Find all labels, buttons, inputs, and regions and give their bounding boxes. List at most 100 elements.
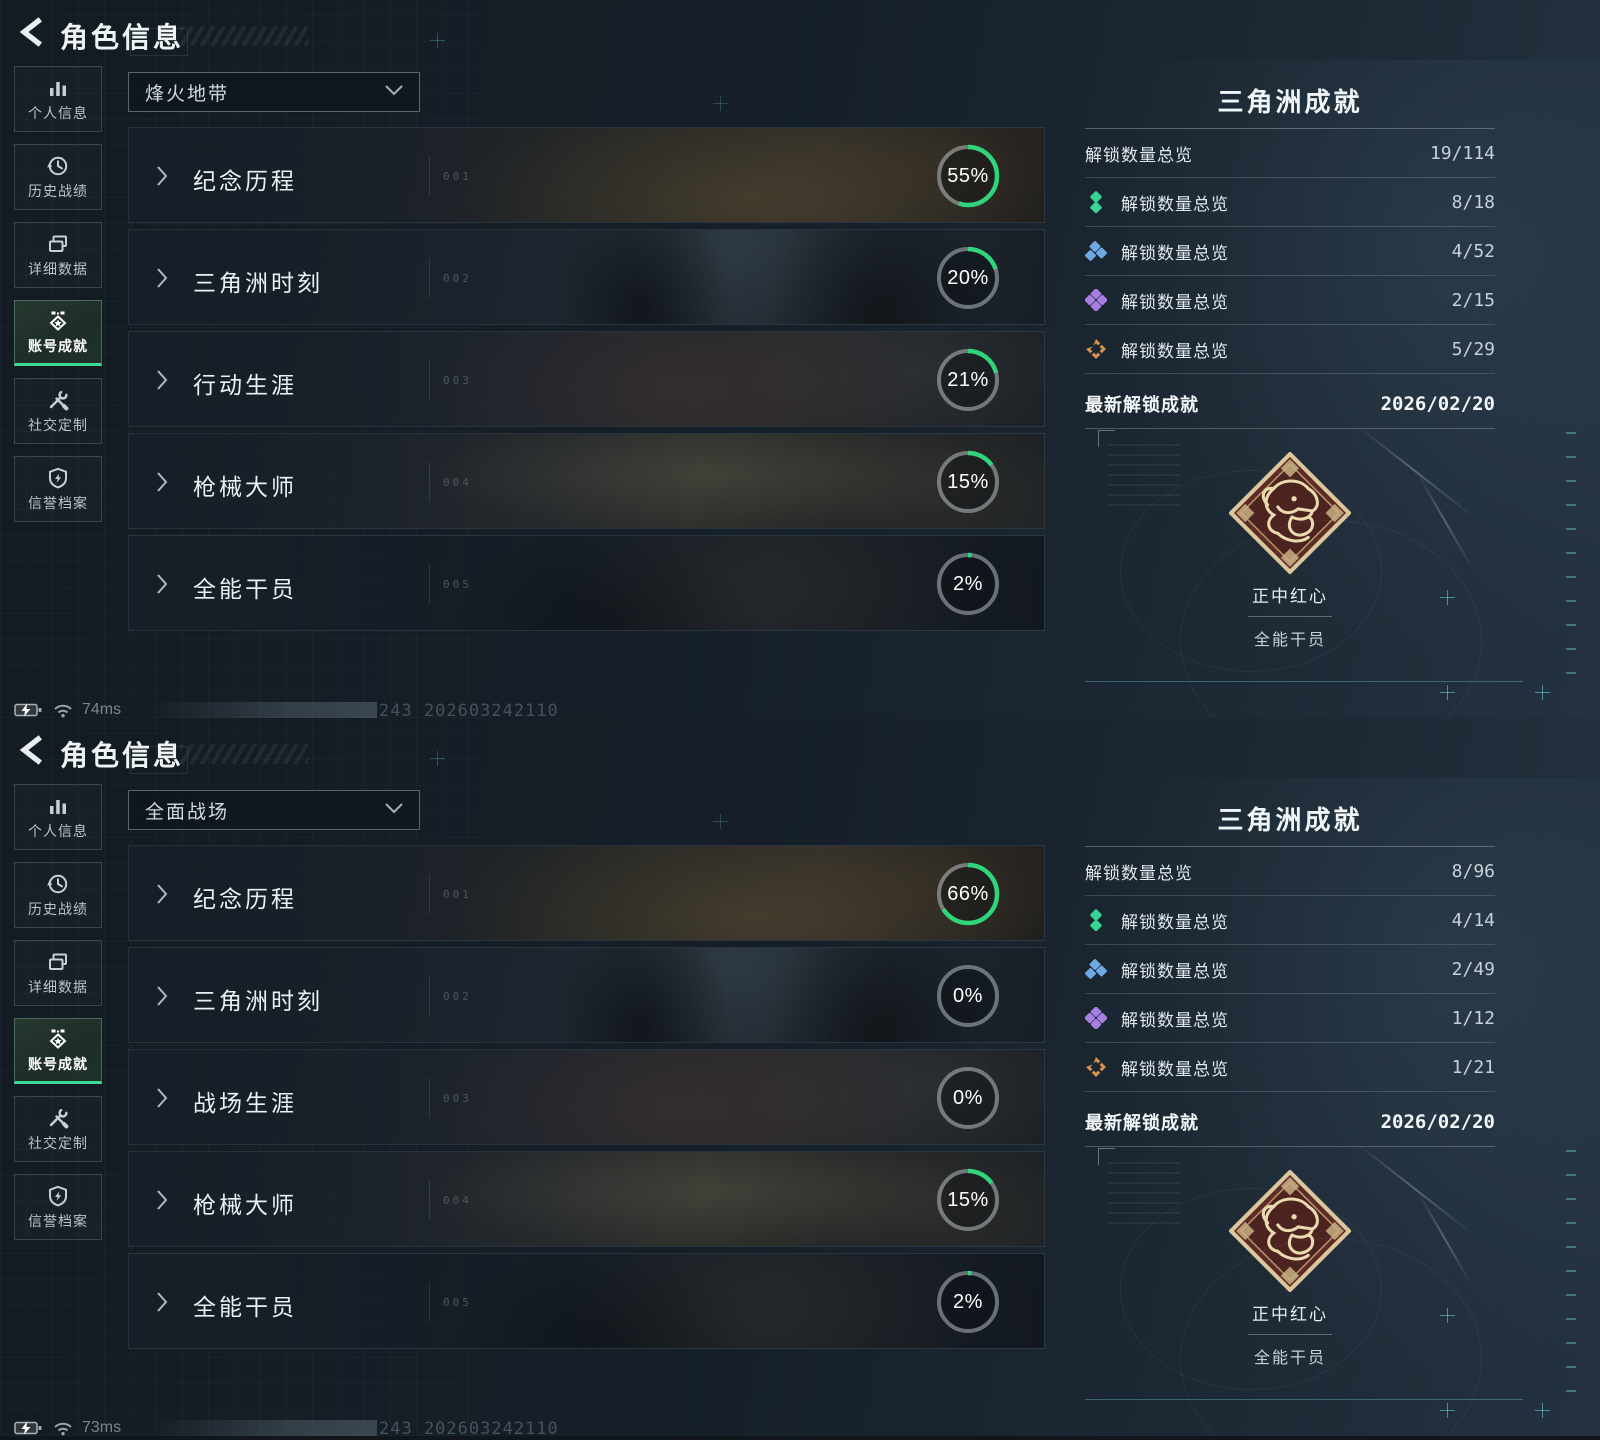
latest-date: 2026/02/20 bbox=[1380, 1111, 1495, 1133]
achievement-tier-row: 解锁数量总览 2/49 bbox=[1085, 945, 1495, 994]
tier-value: 4/14 bbox=[1451, 909, 1495, 931]
sidebar-item-social-customization[interactable]: 社交定制 bbox=[14, 1096, 102, 1162]
tier-value: 5/29 bbox=[1451, 338, 1495, 360]
tier-diamond-ring-orange bbox=[1085, 338, 1107, 360]
tier-label: 解锁数量总览 bbox=[1121, 1059, 1229, 1079]
achievements-list: 解锁数量总览 19/114 解锁数量总览 8/18 解锁数量总览 4/52 解锁… bbox=[1084, 128, 1495, 374]
chevron-right-icon bbox=[155, 573, 169, 595]
tier-label: 解锁数量总览 bbox=[1121, 341, 1229, 361]
progress-ring: 21% bbox=[935, 347, 1001, 413]
chevron-right-icon bbox=[155, 985, 169, 1007]
achievement-category-row-1[interactable]: 纪念历程 001 66% bbox=[128, 845, 1045, 941]
achievement-category-row-3[interactable]: 行动生涯 003 21% bbox=[128, 331, 1045, 427]
sidebar-item-history-record[interactable]: 历史战绩 bbox=[14, 862, 102, 928]
badge-separator bbox=[1248, 1334, 1332, 1335]
decor-cross bbox=[430, 751, 445, 766]
sidebar-item-reputation-archive[interactable]: 信誉档案 bbox=[14, 1174, 102, 1240]
mode-select-dropdown[interactable]: 烽火地带 bbox=[128, 72, 420, 112]
progress-ring: 0% bbox=[935, 1065, 1001, 1131]
category-title: 战场生涯 bbox=[193, 1090, 297, 1116]
summary-value: 8/96 bbox=[1451, 860, 1495, 882]
category-title: 三角洲时刻 bbox=[193, 270, 323, 296]
sidebar-item-account-achievements[interactable]: 账号成就 bbox=[14, 1018, 102, 1084]
category-title: 三角洲时刻 bbox=[193, 988, 323, 1014]
sidebar-item-label: 历史战绩 bbox=[28, 900, 88, 917]
sidebar-icon bbox=[46, 466, 70, 490]
category-index: 001 bbox=[443, 888, 472, 901]
chevron-right-icon bbox=[155, 369, 169, 391]
sidebar-item-personal-info[interactable]: 个人信息 bbox=[14, 66, 102, 132]
decor-divider bbox=[429, 1282, 430, 1322]
category-title: 行动生涯 bbox=[193, 372, 297, 398]
character-info-screen: 角色信息 个人信息 历史战绩 详细数据 账号成就 社交定制 信誉档案 bbox=[0, 718, 1600, 1436]
decor-divider bbox=[429, 258, 430, 298]
sidebar-item-personal-info[interactable]: 个人信息 bbox=[14, 784, 102, 850]
achievement-category-row-4[interactable]: 枪械大师 004 15% bbox=[128, 433, 1045, 529]
achievement-tier-row: 解锁数量总览 1/12 bbox=[1084, 994, 1495, 1043]
sidebar-item-detailed-data[interactable]: 详细数据 bbox=[14, 940, 102, 1006]
mode-select-dropdown[interactable]: 全面战场 bbox=[128, 790, 420, 830]
page-title: 角色信息 bbox=[60, 740, 185, 771]
decor-divider bbox=[429, 564, 430, 604]
decor-divider bbox=[429, 976, 430, 1016]
mode-select-value: 全面战场 bbox=[145, 801, 230, 823]
sidebar-item-reputation-archive[interactable]: 信誉档案 bbox=[14, 456, 102, 522]
chevron-right-icon bbox=[155, 1291, 169, 1313]
back-button[interactable] bbox=[16, 732, 52, 768]
tier-diamond-4-purple bbox=[1084, 288, 1108, 312]
dragon-badge-icon bbox=[1229, 452, 1351, 574]
sidebar-icon bbox=[46, 950, 70, 974]
latest-date: 2026/02/20 bbox=[1380, 393, 1495, 415]
sidebar-item-history-record[interactable]: 历史战绩 bbox=[14, 144, 102, 210]
tier-diamond-3-blue bbox=[1085, 958, 1107, 980]
decor-cross bbox=[1440, 590, 1455, 605]
status-bar: 73ms 243_202603242110 bbox=[0, 1419, 1600, 1436]
badge-category: 全能干员 bbox=[1253, 632, 1326, 649]
achievement-category-row-2[interactable]: 三角洲时刻 002 20% bbox=[128, 229, 1045, 325]
chevron-right-icon bbox=[155, 883, 169, 905]
sidebar-item-account-achievements[interactable]: 账号成就 bbox=[14, 300, 102, 366]
back-button[interactable] bbox=[16, 14, 52, 50]
progress-percent: 0% bbox=[953, 984, 983, 1007]
category-index: 003 bbox=[443, 1092, 472, 1105]
achievement-category-row-5[interactable]: 全能干员 005 2% bbox=[128, 1253, 1045, 1349]
sidebar-item-social-customization[interactable]: 社交定制 bbox=[14, 378, 102, 444]
decor-cross bbox=[1440, 1403, 1455, 1418]
achievement-tier-row: 解锁数量总览 5/29 bbox=[1085, 325, 1495, 374]
sidebar-icon bbox=[46, 872, 70, 896]
sidebar-item-label: 信誉档案 bbox=[28, 1212, 88, 1229]
decor-divider bbox=[429, 156, 430, 196]
achievement-tier-row: 解锁数量总览 4/14 bbox=[1085, 896, 1495, 945]
page-title: 角色信息 bbox=[60, 22, 185, 53]
decor-hatch-band bbox=[180, 744, 308, 764]
wifi-icon bbox=[52, 702, 74, 718]
achievement-category-row-4[interactable]: 枪械大师 004 15% bbox=[128, 1151, 1045, 1247]
tier-label: 解锁数量总览 bbox=[1121, 243, 1229, 263]
achievements-summary-row: 解锁数量总览 8/96 bbox=[1085, 847, 1495, 896]
sidebar-icon bbox=[46, 232, 70, 256]
category-title: 全能干员 bbox=[193, 576, 297, 602]
progress-percent: 2% bbox=[953, 572, 983, 595]
chevron-right-icon bbox=[155, 1087, 169, 1109]
summary-label: 解锁数量总览 bbox=[1085, 145, 1193, 165]
sidebar-item-detailed-data[interactable]: 详细数据 bbox=[14, 222, 102, 288]
tier-label: 解锁数量总览 bbox=[1121, 961, 1229, 981]
decor-hatch-band bbox=[180, 26, 308, 46]
summary-label: 解锁数量总览 bbox=[1085, 863, 1193, 883]
ping-value: 74ms bbox=[82, 701, 122, 718]
progress-percent: 20% bbox=[947, 266, 989, 289]
progress-ring: 2% bbox=[935, 1269, 1001, 1335]
achievements-summary-row: 解锁数量总览 19/114 bbox=[1085, 129, 1495, 178]
tier-label: 解锁数量总览 bbox=[1121, 912, 1229, 932]
sidebar-icon bbox=[46, 794, 70, 818]
sidebar-item-label: 详细数据 bbox=[28, 260, 88, 277]
decor-baseline bbox=[1085, 681, 1523, 682]
character-info-screen: 角色信息 个人信息 历史战绩 详细数据 账号成就 社交定制 信誉档案 bbox=[0, 0, 1600, 718]
achievement-category-row-1[interactable]: 纪念历程 001 55% bbox=[128, 127, 1045, 223]
achievement-category-row-2[interactable]: 三角洲时刻 002 0% bbox=[128, 947, 1045, 1043]
decor-status-band bbox=[150, 702, 377, 718]
latest-achievement-row: 最新解锁成就 2026/02/20 bbox=[1085, 1098, 1495, 1147]
achievement-category-row-5[interactable]: 全能干员 005 2% bbox=[128, 535, 1045, 631]
achievement-category-row-3[interactable]: 战场生涯 003 0% bbox=[128, 1049, 1045, 1145]
sidebar-item-label: 社交定制 bbox=[28, 1134, 88, 1151]
